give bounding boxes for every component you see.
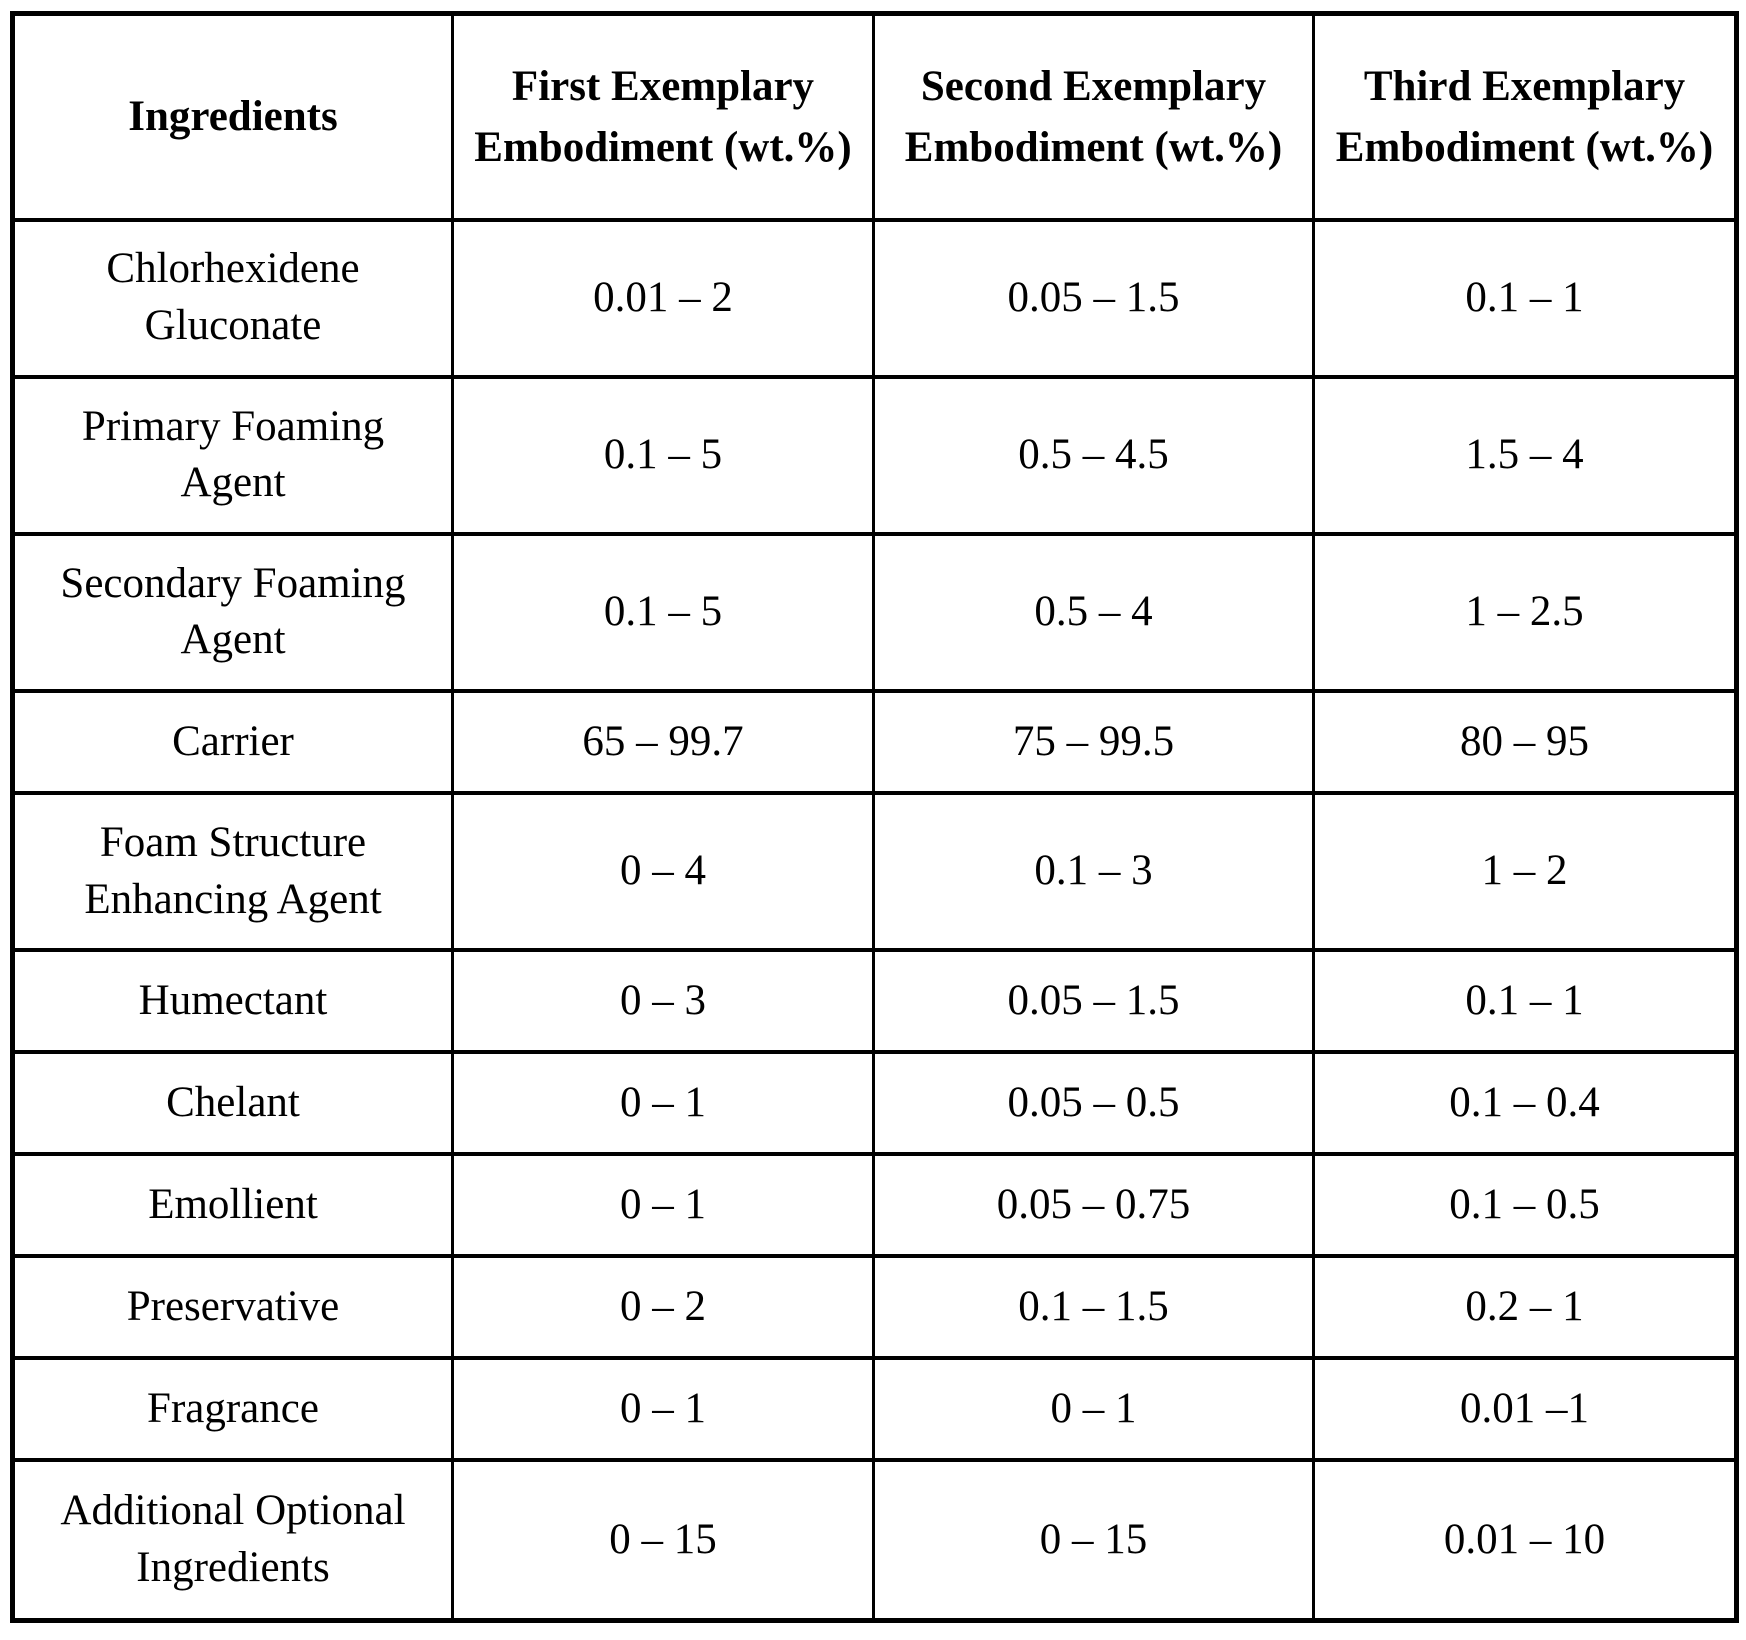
value-cell-first: 65 – 99.7 xyxy=(451,688,875,795)
value-cell-second: 0.05 – 0.5 xyxy=(872,1050,1315,1157)
value-cell-third: 0.01 –1 xyxy=(1312,1356,1738,1463)
table-row: Chelant 0 – 1 0.05 – 0.5 0.1 – 0.4 xyxy=(11,1050,1738,1157)
value-cell-third: 0.2 – 1 xyxy=(1312,1254,1738,1361)
ingredients-table: Ingredients First Exemplary Embodiment (… xyxy=(10,11,1739,1623)
value-cell-second: 0.5 – 4 xyxy=(872,531,1315,693)
ingredient-cell: Additional Optional Ingredients xyxy=(11,1458,454,1623)
column-header-ingredients: Ingredients xyxy=(11,11,454,222)
value-cell-first: 0 – 3 xyxy=(451,948,875,1055)
value-cell-second: 0.05 – 1.5 xyxy=(872,217,1315,379)
value-cell-third: 1.5 – 4 xyxy=(1312,374,1738,536)
ingredient-cell: Humectant xyxy=(11,948,454,1055)
ingredient-cell: Chelant xyxy=(11,1050,454,1157)
value-cell-second: 0 – 15 xyxy=(872,1458,1315,1623)
value-cell-first: 0 – 4 xyxy=(451,790,875,953)
ingredient-cell: Preservative xyxy=(11,1254,454,1361)
ingredient-cell: Fragrance xyxy=(11,1356,454,1463)
table-header-row: Ingredients First Exemplary Embodiment (… xyxy=(11,11,1738,222)
column-header-third-embodiment: Third Exemplary Embodiment (wt.%) xyxy=(1312,11,1738,222)
value-cell-third: 1 – 2 xyxy=(1312,790,1738,953)
table-row: Additional Optional Ingredients 0 – 15 0… xyxy=(11,1458,1738,1623)
ingredient-cell: Foam Structure Enhancing Agent xyxy=(11,790,454,953)
value-cell-third: 80 – 95 xyxy=(1312,688,1738,795)
value-cell-third: 0.1 – 0.5 xyxy=(1312,1152,1738,1259)
ingredient-cell: Carrier xyxy=(11,688,454,795)
table-row: Humectant 0 – 3 0.05 – 1.5 0.1 – 1 xyxy=(11,948,1738,1055)
value-cell-first: 0 – 1 xyxy=(451,1050,875,1157)
table-row: Chlorhexidene Gluconate 0.01 – 2 0.05 – … xyxy=(11,217,1738,379)
table-row: Emollient 0 – 1 0.05 – 0.75 0.1 – 0.5 xyxy=(11,1152,1738,1259)
table-row: Secondary Foaming Agent 0.1 – 5 0.5 – 4 … xyxy=(11,531,1738,693)
ingredient-cell: Emollient xyxy=(11,1152,454,1259)
value-cell-third: 1 – 2.5 xyxy=(1312,531,1738,693)
value-cell-first: 0 – 1 xyxy=(451,1152,875,1259)
value-cell-third: 0.1 – 1 xyxy=(1312,948,1738,1055)
column-header-first-embodiment: First Exemplary Embodiment (wt.%) xyxy=(451,11,875,222)
table-row: Preservative 0 – 2 0.1 – 1.5 0.2 – 1 xyxy=(11,1254,1738,1361)
table-row: Carrier 65 – 99.7 75 – 99.5 80 – 95 xyxy=(11,688,1738,795)
value-cell-second: 75 – 99.5 xyxy=(872,688,1315,795)
value-cell-first: 0.1 – 5 xyxy=(451,374,875,536)
value-cell-first: 0.01 – 2 xyxy=(451,217,875,379)
value-cell-second: 0.1 – 1.5 xyxy=(872,1254,1315,1361)
value-cell-second: 0.1 – 3 xyxy=(872,790,1315,953)
column-header-second-embodiment: Second Exemplary Embodiment (wt.%) xyxy=(872,11,1315,222)
value-cell-third: 0.1 – 0.4 xyxy=(1312,1050,1738,1157)
ingredient-cell: Primary Foaming Agent xyxy=(11,374,454,536)
ingredient-cell: Chlorhexidene Gluconate xyxy=(11,217,454,379)
value-cell-second: 0.5 – 4.5 xyxy=(872,374,1315,536)
table-row: Fragrance 0 – 1 0 – 1 0.01 –1 xyxy=(11,1356,1738,1463)
value-cell-first: 0.1 – 5 xyxy=(451,531,875,693)
value-cell-first: 0 – 2 xyxy=(451,1254,875,1361)
value-cell-first: 0 – 1 xyxy=(451,1356,875,1463)
table-row: Primary Foaming Agent 0.1 – 5 0.5 – 4.5 … xyxy=(11,374,1738,536)
value-cell-first: 0 – 15 xyxy=(451,1458,875,1623)
value-cell-third: 0.1 – 1 xyxy=(1312,217,1738,379)
value-cell-second: 0.05 – 0.75 xyxy=(872,1152,1315,1259)
table-row: Foam Structure Enhancing Agent 0 – 4 0.1… xyxy=(11,790,1738,953)
value-cell-second: 0.05 – 1.5 xyxy=(872,948,1315,1055)
value-cell-second: 0 – 1 xyxy=(872,1356,1315,1463)
value-cell-third: 0.01 – 10 xyxy=(1312,1458,1738,1623)
ingredient-cell: Secondary Foaming Agent xyxy=(11,531,454,693)
